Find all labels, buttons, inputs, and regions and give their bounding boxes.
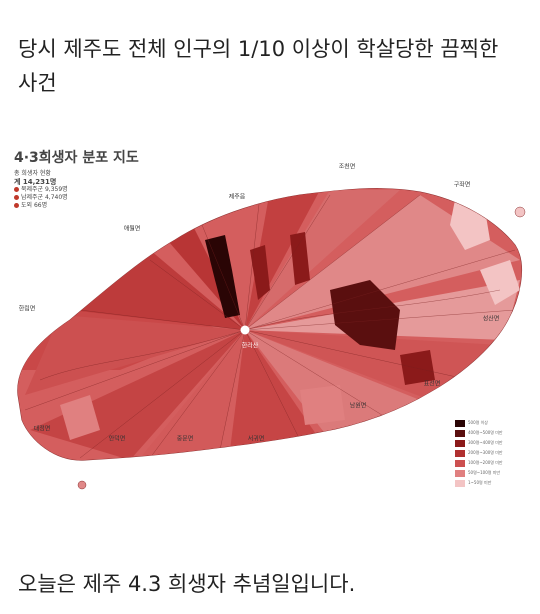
legend-swatch <box>455 439 465 447</box>
jeju-island-map <box>17 188 526 490</box>
legend-swatch <box>455 479 465 487</box>
legend-swatch <box>455 449 465 457</box>
legend-label: 500명 이상 <box>468 420 488 425</box>
legend-label: 1~50명 미만 <box>468 480 492 485</box>
map-legend: 500명 이상 400명~500명 미만 300명~400명 미만 200명~3… <box>455 418 503 488</box>
victim-stats: 총 희생자 현황 계 14,231명 북제주군 9,359명 남제주군 4,74… <box>14 170 68 210</box>
legend-label: 100명~200명 미만 <box>468 460 503 465</box>
legend-swatch <box>455 429 465 437</box>
footer-text: 오늘은 제주 4.3 희생자 추념일입니다. <box>18 572 356 596</box>
region-label-hallim: 한림면 <box>18 305 36 313</box>
stats-row-label: 도외 66명 <box>21 202 48 209</box>
region-label-jeju: 제주읍 <box>228 193 246 201</box>
legend-label: 50명~100명 미만 <box>468 470 501 475</box>
region-label-jocheon: 조천면 <box>338 163 356 171</box>
stats-row: 북제주군 9,359명 <box>14 186 68 194</box>
legend-row: 1~50명 미만 <box>455 478 503 488</box>
red-dot-icon <box>14 187 19 192</box>
stats-row-label: 북제주군 9,359명 <box>21 186 68 193</box>
legend-row: 500명 이상 <box>455 418 503 428</box>
region-label-aewol: 애월면 <box>123 225 141 233</box>
region-label-gujwa: 구좌면 <box>453 181 471 189</box>
region-label-daejeong: 대정면 <box>33 425 51 433</box>
headline: 당시 제주도 전체 인구의 1/10 이상이 학살당한 끔찍한 사건 <box>18 37 499 95</box>
stats-header: 총 희생자 현황 <box>14 170 51 177</box>
legend-label: 400명~500명 미만 <box>468 430 503 435</box>
legend-row: 400명~500명 미만 <box>455 428 503 438</box>
stats-total: 계 14,231명 <box>14 178 57 186</box>
legend-row: 50명~100명 미만 <box>455 468 503 478</box>
legend-swatch <box>455 419 465 427</box>
legend-row: 300명~400명 미만 <box>455 438 503 448</box>
legend-label: 300명~400명 미만 <box>468 440 503 445</box>
stats-row: 남제주군 4,740명 <box>14 194 68 202</box>
legend-row: 100명~200명 미만 <box>455 458 503 468</box>
region-label-seongsan: 성산면 <box>482 315 500 323</box>
legend-row: 200명~300명 미만 <box>455 448 503 458</box>
legend-swatch <box>455 469 465 477</box>
map-title: 4·3희생자 분포 지도 <box>14 150 139 166</box>
distribution-map <box>0 140 540 515</box>
legend-swatch <box>455 459 465 467</box>
stats-row: 도외 66명 <box>14 202 68 210</box>
stats-row-label: 남제주군 4,740명 <box>21 194 68 201</box>
legend-label: 200명~300명 미만 <box>468 450 503 455</box>
region-label-andeok: 안덕면 <box>108 435 126 443</box>
red-dot-icon <box>14 195 19 200</box>
region-label-hallasan: 한라산 <box>241 342 259 350</box>
region-label-namwon: 남원면 <box>349 402 367 410</box>
region-label-jungmun: 중문면 <box>176 435 194 443</box>
red-dot-icon <box>14 203 19 208</box>
region-label-seogwi: 서귀면 <box>247 435 265 443</box>
region-label-pyoseon: 표선면 <box>423 380 441 388</box>
